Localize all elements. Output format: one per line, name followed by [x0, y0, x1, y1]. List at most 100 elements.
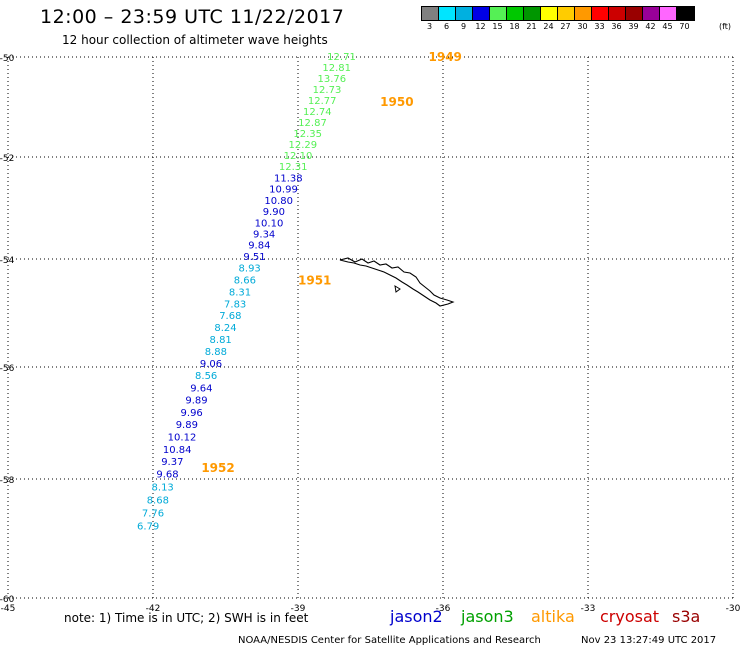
legend-label-70: 70	[679, 22, 690, 31]
legend-swatch-18	[507, 7, 524, 20]
wave-height-label: 7.83	[224, 299, 246, 310]
wave-height-label: 9.90	[263, 207, 285, 218]
legend-label-6: 6	[443, 22, 450, 31]
satellite-altika: altika	[531, 607, 575, 626]
legend-label-39: 39	[628, 22, 639, 31]
wave-height-label: 12.87	[298, 118, 327, 129]
wave-height-label: 10.10	[255, 218, 284, 229]
wave-height-label: 10.12	[168, 433, 197, 444]
wave-height-label: 8.56	[195, 371, 217, 382]
altimeter-track: 12.7112.8113.7612.7312.7712.7412.8712.35…	[137, 52, 356, 533]
map-title: 12:00 – 23:59 UTC 11/22/2017	[40, 6, 345, 28]
wave-height-label: 10.84	[163, 445, 192, 456]
legend-swatch-36	[609, 7, 626, 20]
legend-swatch-9	[456, 7, 473, 20]
lon-label: -30	[726, 604, 740, 614]
wave-height-label: 8.88	[205, 347, 227, 358]
wave-height-label: 12.10	[284, 151, 313, 162]
wave-height-label: 12.29	[289, 140, 318, 151]
wave-height-label: 10.80	[264, 196, 293, 207]
wave-height-label: 12.31	[279, 162, 308, 173]
lon-label: -42	[146, 604, 161, 614]
wave-height-label: 9.68	[156, 470, 178, 481]
legend-label-18: 18	[509, 22, 520, 31]
wave-height-label: 9.64	[190, 383, 212, 394]
time-label: 1949	[429, 50, 462, 64]
wave-height-label: 8.24	[214, 323, 236, 334]
lon-label: -45	[1, 604, 16, 614]
legend-label-30: 30	[577, 22, 588, 31]
time-label: 1950	[380, 95, 413, 109]
satellite-s3a: s3a	[672, 607, 701, 626]
axis-labels: -50 -52 -54 -56 -58 -60-45 -42 -39 -36 -33 -30	[0, 54, 740, 614]
legend-swatch-21	[524, 7, 541, 20]
legend-label-45: 45	[662, 22, 673, 31]
time-label: 1952	[201, 461, 234, 475]
wave-height-label: 9.37	[161, 457, 183, 468]
wave-height-label: 9.51	[243, 252, 265, 263]
legend-label-42: 42	[645, 22, 656, 31]
legend-label-27: 27	[560, 22, 571, 31]
legend-label-36: 36	[611, 22, 622, 31]
satellite-jason3: jason3	[461, 607, 514, 626]
lon-label: -36	[436, 604, 451, 614]
legend-swatch-45	[660, 7, 677, 20]
legend-units: (ft)	[719, 22, 732, 31]
satellite-jason2: jason2	[390, 607, 443, 626]
wave-height-label: 9.84	[248, 241, 270, 252]
legend-label-24: 24	[543, 22, 554, 31]
satellite-cryosat: cryosat	[600, 607, 660, 626]
legend-swatch-39	[626, 7, 643, 20]
legend-swatch-24	[541, 7, 558, 20]
legend-label-12: 12	[475, 22, 486, 31]
wave-height-label: 12.71	[327, 52, 356, 63]
lat-lon-grid	[7, 56, 734, 599]
legend-swatch-70	[677, 7, 694, 20]
legend-swatch-12	[473, 7, 490, 20]
lat-label: -54	[0, 256, 15, 266]
legend-label-33: 33	[594, 22, 605, 31]
wave-height-label: 9.89	[176, 420, 198, 431]
wave-height-label: 7.68	[219, 311, 241, 322]
wave-height-label: 8.13	[152, 482, 174, 493]
south-georgia-coastline	[339, 257, 455, 307]
wave-height-label: 12.81	[322, 63, 351, 74]
lat-label: -50	[0, 54, 15, 64]
timestamp: Nov 23 13:27:49 UTC 2017	[581, 635, 717, 646]
wave-height-label: 8.31	[229, 287, 251, 298]
wave-height-label: 6.79	[137, 522, 159, 533]
wave-height-label: 12.35	[293, 129, 322, 140]
legend-swatch-15	[490, 7, 507, 20]
legend-swatch-30	[575, 7, 592, 20]
legend-swatch-33	[592, 7, 609, 20]
wave-height-label: 12.77	[308, 96, 337, 107]
lat-label: -60	[0, 595, 15, 605]
legend-swatch-6	[439, 7, 456, 20]
credit: NOAA/NESDIS Center for Satellite Applica…	[238, 635, 541, 646]
wave-height-label: 8.68	[147, 495, 169, 506]
legend-swatch-42	[643, 7, 660, 20]
legend-swatch-27	[558, 7, 575, 20]
wave-height-label: 9.96	[181, 408, 203, 419]
legend-label-15: 15	[492, 22, 503, 31]
wave-height-label: 9.89	[185, 396, 207, 407]
wave-height-label: 11.38	[274, 173, 303, 184]
legend-label-3: 3	[426, 22, 433, 31]
lon-label: -33	[581, 604, 596, 614]
wave-height-label: 8.66	[234, 276, 256, 287]
wave-height-label: 8.93	[239, 264, 261, 275]
wave-height-label: 13.76	[318, 74, 347, 85]
map-subtitle: 12 hour collection of altimeter wave hei…	[62, 33, 328, 47]
legend-label-21: 21	[526, 22, 537, 31]
wave-height-label: 7.76	[142, 509, 164, 520]
lat-label: -58	[0, 476, 15, 486]
time-label: 1951	[298, 274, 331, 288]
lon-label: -39	[291, 604, 306, 614]
wave-height-label: 9.06	[200, 359, 222, 370]
wave-height-color-legend	[421, 6, 695, 21]
wave-height-label: 9.34	[253, 230, 275, 241]
footer-note: note: 1) Time is in UTC; 2) SWH is in fe…	[64, 611, 309, 625]
wave-height-label: 12.73	[313, 85, 342, 96]
wave-height-label: 12.74	[303, 107, 332, 118]
